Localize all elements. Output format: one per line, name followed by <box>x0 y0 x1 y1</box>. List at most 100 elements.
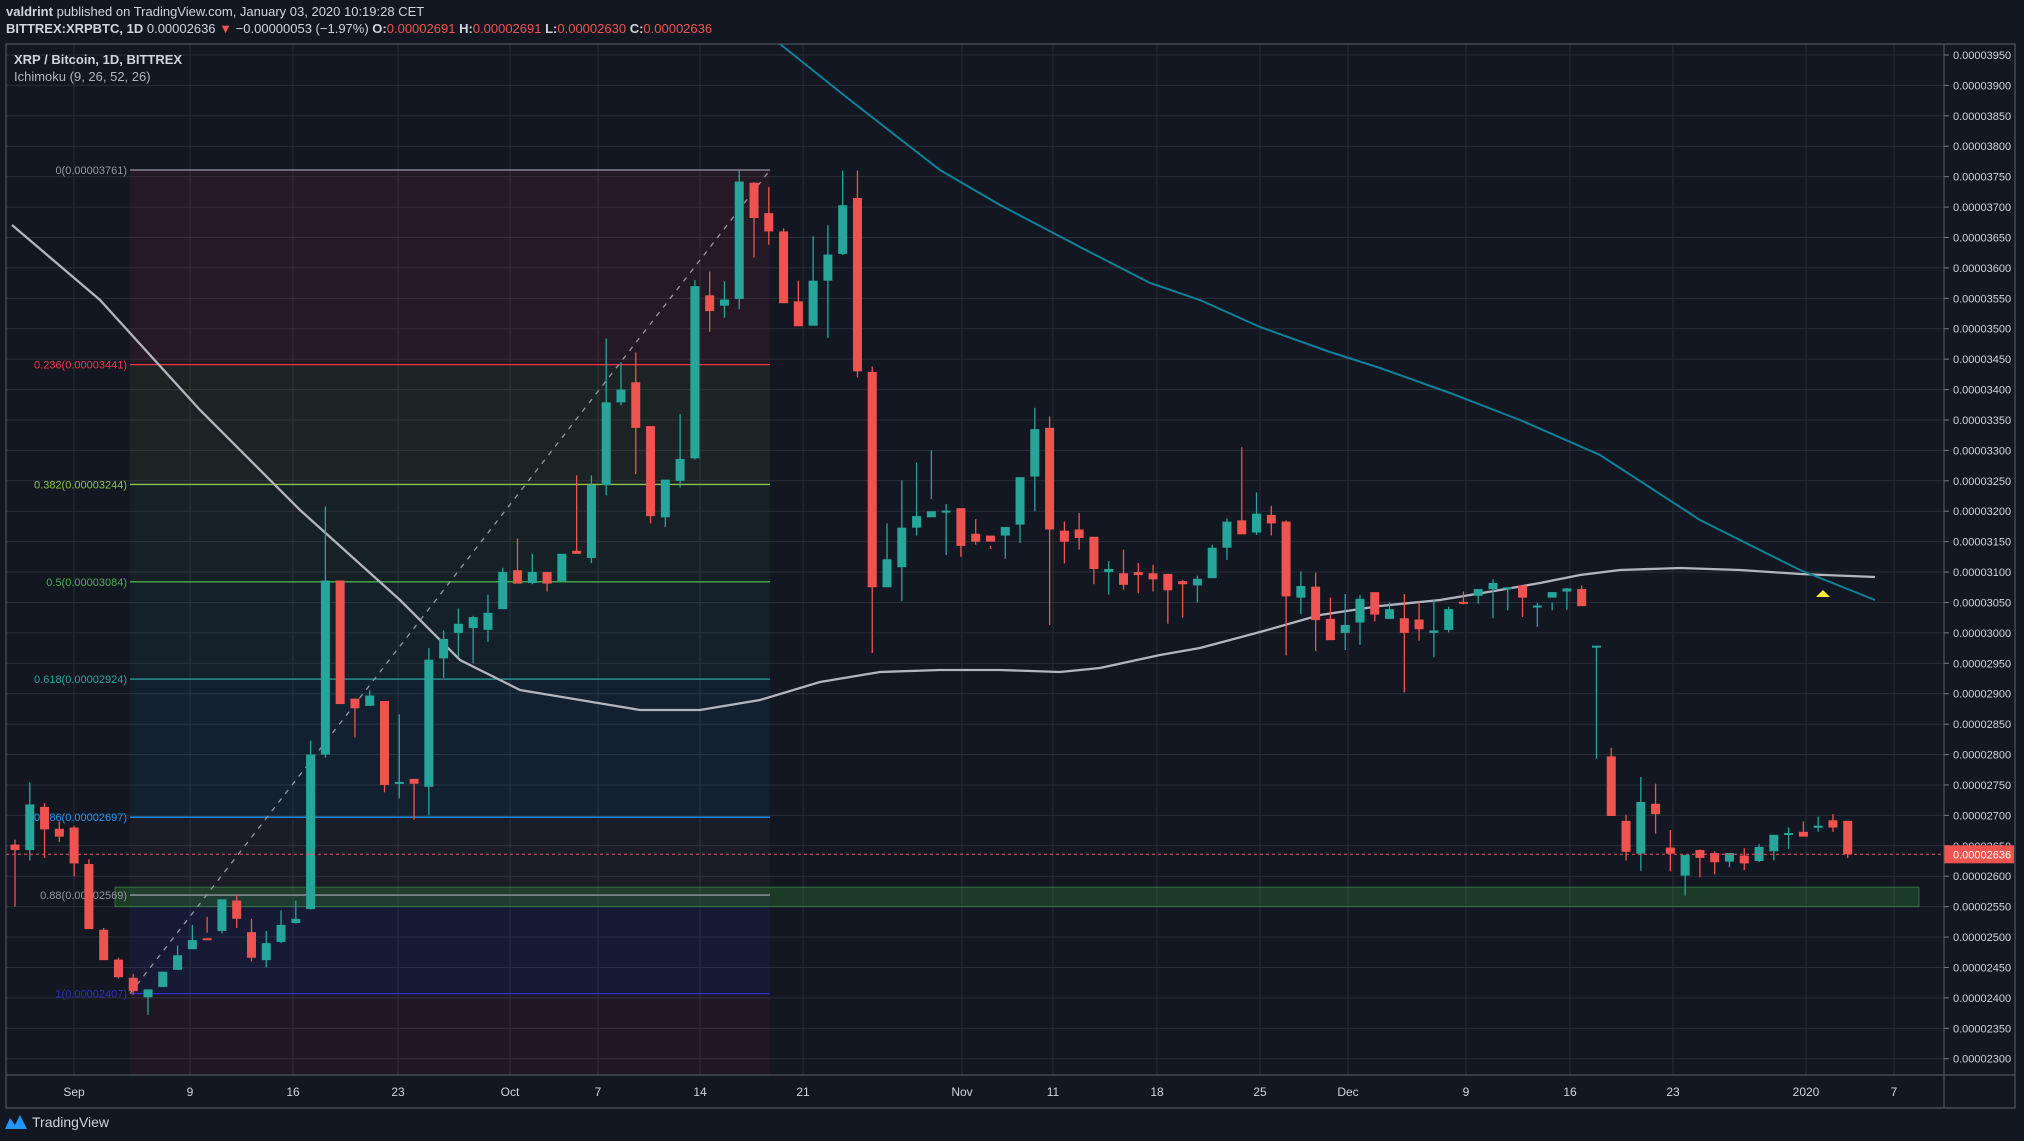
candle-body[interactable] <box>1207 547 1217 579</box>
candle-body[interactable] <box>1651 803 1661 815</box>
candle-body[interactable] <box>380 701 389 785</box>
candle-body[interactable] <box>1163 573 1173 591</box>
candle-body[interactable] <box>1414 619 1424 630</box>
candle-body[interactable] <box>498 572 508 610</box>
candle-body[interactable] <box>808 280 818 326</box>
candle-body[interactable] <box>1281 521 1291 597</box>
candle-body[interactable] <box>1133 572 1143 576</box>
candle-body[interactable] <box>54 828 64 837</box>
candle-body[interactable] <box>320 580 330 755</box>
candle-body[interactable] <box>985 535 995 542</box>
candle-body[interactable] <box>1059 530 1069 542</box>
candle-body[interactable] <box>542 572 552 584</box>
candle-body[interactable] <box>719 299 729 306</box>
candle-body[interactable] <box>1089 536 1099 570</box>
candle-body[interactable] <box>84 864 94 930</box>
candle-body[interactable] <box>453 623 463 633</box>
candle-body[interactable] <box>1665 847 1675 854</box>
candle-body[interactable] <box>439 638 449 659</box>
candle-body[interactable] <box>1680 854 1690 876</box>
candle-body[interactable] <box>779 231 789 304</box>
candle-body[interactable] <box>897 527 907 568</box>
candle-body[interactable] <box>1710 853 1720 863</box>
candle-body[interactable] <box>557 553 567 582</box>
candle-body[interactable] <box>616 389 626 403</box>
candle-body[interactable] <box>734 181 744 299</box>
candle-body[interactable] <box>956 508 966 546</box>
candle-body[interactable] <box>1266 514 1276 524</box>
candle-body[interactable] <box>1148 573 1158 580</box>
candle-body[interactable] <box>99 929 109 961</box>
candle-body[interactable] <box>1074 529 1084 538</box>
candle-body[interactable] <box>335 580 345 705</box>
candle-body[interactable] <box>1784 833 1794 836</box>
candle-body[interactable] <box>631 382 641 428</box>
candle-body[interactable] <box>749 182 759 219</box>
candle-body[interactable] <box>1724 853 1734 862</box>
candle-body[interactable] <box>1237 520 1247 535</box>
candle-body[interactable] <box>941 510 951 513</box>
candle-body[interactable] <box>291 918 301 924</box>
candle-body[interactable] <box>527 572 537 584</box>
candle-body[interactable] <box>1473 589 1483 596</box>
candle-body[interactable] <box>1518 585 1528 598</box>
candle-body[interactable] <box>1828 820 1838 828</box>
candle-body[interactable] <box>25 804 35 851</box>
candle-body[interactable] <box>1000 527 1010 536</box>
candle-body[interactable] <box>1370 592 1380 615</box>
candle-body[interactable] <box>409 778 419 784</box>
candle-body[interactable] <box>1311 586 1321 621</box>
candle-body[interactable] <box>202 938 212 941</box>
candle-body[interactable] <box>1119 573 1128 585</box>
support-zone[interactable] <box>114 886 1920 908</box>
candle-body[interactable] <box>852 197 862 372</box>
candle-body[interactable] <box>394 781 404 784</box>
candle-body[interactable] <box>483 612 493 630</box>
candle-body[interactable] <box>1458 601 1468 604</box>
candle-body[interactable] <box>1385 609 1395 619</box>
candle-body[interactable] <box>646 426 656 517</box>
candle-body[interactable] <box>1355 598 1365 623</box>
candle-body[interactable] <box>10 844 20 851</box>
candle-body[interactable] <box>350 698 360 709</box>
candle-body[interactable] <box>912 516 922 528</box>
candle-body[interactable] <box>1606 756 1616 816</box>
candle-body[interactable] <box>926 511 936 518</box>
candle-body[interactable] <box>246 932 256 958</box>
candle-body[interactable] <box>1562 588 1572 592</box>
candle-body[interactable] <box>823 254 833 281</box>
candle-body[interactable] <box>513 570 523 584</box>
candle-body[interactable] <box>1577 589 1587 607</box>
candle-body[interactable] <box>1325 618 1335 641</box>
candle-body[interactable] <box>1015 477 1025 525</box>
candle-body[interactable] <box>113 959 123 978</box>
candle-body[interactable] <box>1296 586 1306 598</box>
candle-body[interactable] <box>1104 569 1114 573</box>
candle-body[interactable] <box>143 989 153 998</box>
candle-body[interactable] <box>690 286 700 459</box>
candle-body[interactable] <box>468 617 478 629</box>
candle-body[interactable] <box>793 301 803 327</box>
candle-body[interactable] <box>69 827 79 864</box>
candle-body[interactable] <box>1591 645 1601 648</box>
candle-body[interactable] <box>158 971 168 987</box>
candle-body[interactable] <box>1636 801 1646 854</box>
candle-body[interactable] <box>276 924 286 942</box>
candle-body[interactable] <box>1252 513 1262 533</box>
candle-body[interactable] <box>173 955 183 970</box>
candle-body[interactable] <box>705 295 715 312</box>
candle-body[interactable] <box>1488 583 1498 590</box>
candle-body[interactable] <box>1739 855 1749 864</box>
candle-body[interactable] <box>601 402 611 486</box>
candle-body[interactable] <box>1813 825 1823 828</box>
candle-body[interactable] <box>187 940 197 950</box>
candle-body[interactable] <box>882 559 892 588</box>
candle-body[interactable] <box>764 213 774 232</box>
candle-body[interactable] <box>128 977 138 992</box>
candle-body[interactable] <box>660 479 670 518</box>
candle-body[interactable] <box>1030 429 1040 477</box>
candle-body[interactable] <box>261 943 271 961</box>
candle-body[interactable] <box>1222 521 1232 548</box>
candle-body[interactable] <box>572 550 582 554</box>
